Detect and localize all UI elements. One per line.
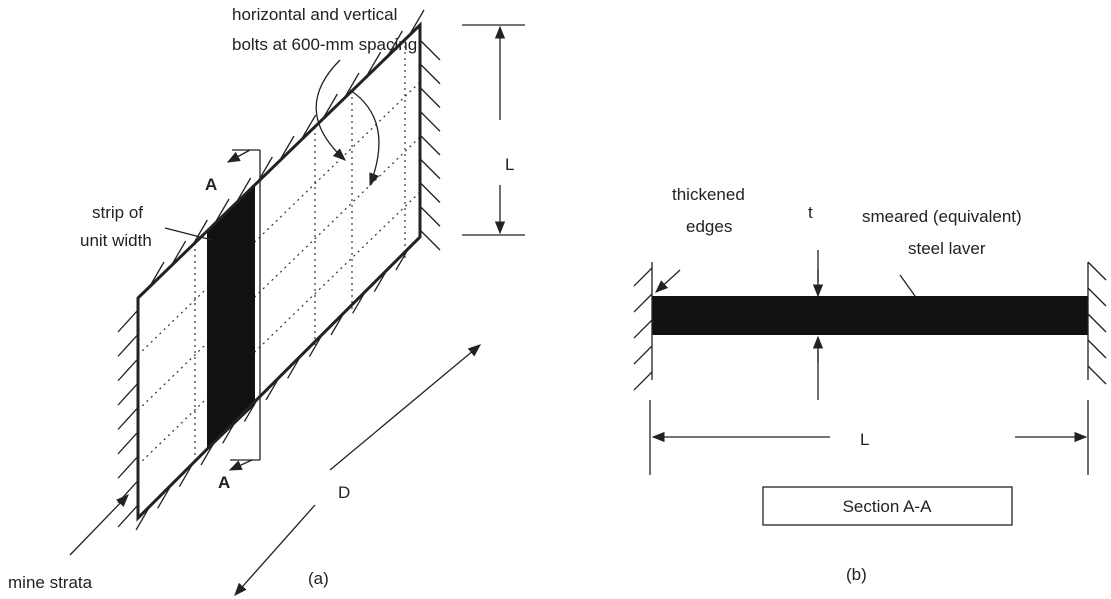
height-label: L xyxy=(505,155,514,174)
strata-hatch xyxy=(192,219,208,245)
section-title: Section A-A xyxy=(843,497,932,516)
panel-a: horizontal and vertical bolts at 600-mm … xyxy=(8,5,525,596)
strip xyxy=(207,185,255,451)
strata-hatch xyxy=(1087,365,1107,385)
strata-hatch xyxy=(149,261,165,287)
strata-hatch xyxy=(366,51,382,77)
strata-hatch xyxy=(301,114,317,140)
section-arrow xyxy=(228,459,253,471)
caption: (a) xyxy=(308,569,329,588)
strata-hatch xyxy=(1087,313,1107,333)
strata-hatch xyxy=(117,480,139,504)
strata-hatch xyxy=(117,382,139,406)
section-line xyxy=(230,149,261,461)
strata-hatch xyxy=(171,240,187,266)
strata-hatch xyxy=(117,407,139,430)
strata-hatch xyxy=(409,9,425,35)
strata-hatch xyxy=(419,39,441,61)
strata-hatch xyxy=(419,229,441,251)
steel-layer xyxy=(652,296,1088,335)
leader-arrow xyxy=(69,494,129,556)
dimension-arrow xyxy=(234,504,316,596)
strip-label: unit width xyxy=(80,231,152,250)
strata-hatch xyxy=(236,177,252,203)
strata-label: mine strata xyxy=(8,573,93,592)
panel-b: thickened edges t smeared (equivalent) s… xyxy=(633,185,1107,584)
layer-label: steel laver xyxy=(908,239,986,258)
strata-hatch xyxy=(419,182,441,203)
strata-hatch xyxy=(419,110,441,132)
bolts-label: horizontal and vertical xyxy=(232,5,397,24)
strata-hatch xyxy=(419,63,441,85)
length-label: D xyxy=(338,483,350,502)
strata-hatch xyxy=(214,198,230,224)
strata-hatch xyxy=(117,309,139,333)
bolt-arrow xyxy=(315,59,346,161)
bolt-arrow xyxy=(349,89,380,187)
strata-hatch xyxy=(117,358,139,382)
strata-hatch xyxy=(117,431,139,455)
leader-line xyxy=(164,227,213,241)
strata-hatch xyxy=(633,319,653,339)
caption: (b) xyxy=(846,565,867,584)
bolts-label: bolts at 600-mm spacing xyxy=(232,35,417,54)
strata-hatch xyxy=(257,156,273,182)
section-mark: A xyxy=(218,473,230,492)
strata-hatch xyxy=(1087,287,1107,307)
strip-label: strip of xyxy=(92,203,143,222)
layer-label: smeared (equivalent) xyxy=(862,207,1022,226)
strata-hatch xyxy=(344,72,360,98)
wall xyxy=(651,262,1089,380)
span-label: L xyxy=(860,430,869,449)
dimension-arrow xyxy=(329,344,481,471)
section-arrow xyxy=(226,149,251,163)
strata-hatch xyxy=(419,205,441,227)
strata-hatch xyxy=(322,93,338,119)
strata-hatch xyxy=(117,504,139,528)
strata-hatch xyxy=(387,30,403,56)
bolt-line xyxy=(137,81,421,466)
strata-hatch xyxy=(633,345,653,365)
dimension-line xyxy=(649,250,1089,475)
lining-panel xyxy=(136,21,422,522)
edges-label: edges xyxy=(686,217,732,236)
strata-hatch xyxy=(1087,261,1107,281)
strata-hatch xyxy=(419,134,441,156)
strata-hatch xyxy=(633,371,653,391)
strata-hatch xyxy=(633,293,653,313)
strata-hatch xyxy=(117,333,139,357)
section-mark: A xyxy=(205,175,217,194)
section-box xyxy=(762,486,1013,526)
dimension-line xyxy=(462,24,525,236)
strata-hatch xyxy=(419,87,441,108)
strata-hatch xyxy=(633,267,653,287)
leader-line xyxy=(899,274,916,297)
leader-arrow xyxy=(655,269,681,293)
strata-hatch xyxy=(419,158,441,180)
strata-hatch xyxy=(117,455,139,479)
thickness-label: t xyxy=(808,203,813,222)
strata-hatch xyxy=(1087,339,1107,359)
strata-hatch xyxy=(279,135,295,161)
edges-label: thickened xyxy=(672,185,745,204)
